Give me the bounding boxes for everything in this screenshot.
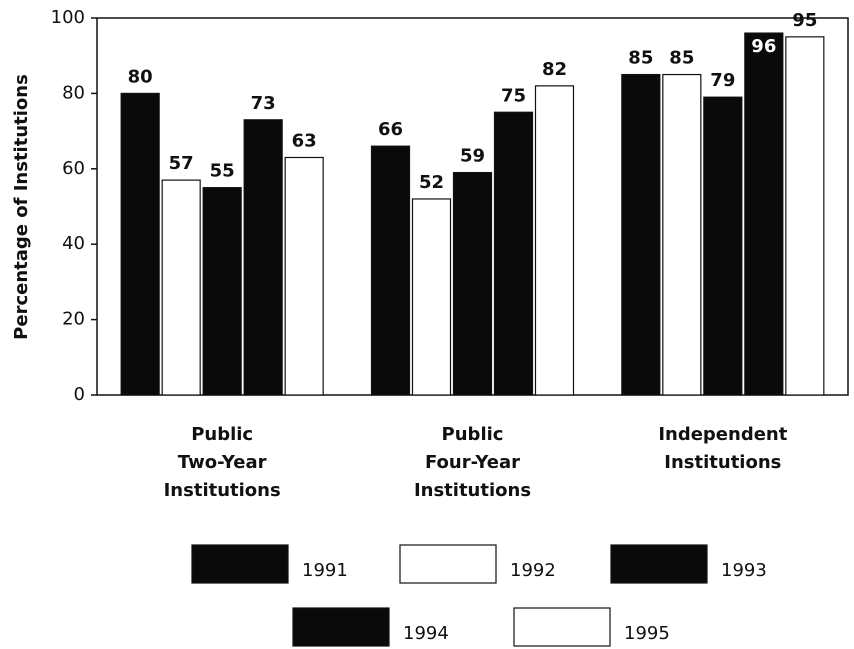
data-label: 85 — [628, 48, 653, 69]
data-label: 80 — [128, 66, 153, 87]
y-tick-label: 40 — [62, 233, 85, 254]
data-label: 96 — [751, 36, 776, 57]
legend-label: 1991 — [302, 560, 348, 581]
bar — [370, 145, 411, 396]
bar — [493, 111, 534, 396]
bar — [243, 119, 283, 396]
data-label: 55 — [210, 161, 235, 182]
legend-swatch — [292, 607, 390, 647]
x-tick-line: Institutions — [414, 480, 531, 501]
data-label: 57 — [169, 153, 194, 174]
data-label: 82 — [542, 59, 567, 80]
bar — [621, 73, 661, 396]
bar — [662, 73, 702, 396]
legend-label: 1992 — [510, 560, 556, 581]
bar — [452, 171, 493, 396]
data-label: 85 — [669, 48, 694, 69]
data-label: 79 — [710, 70, 735, 91]
x-tick-line: Institutions — [664, 452, 781, 473]
x-tick-line: Four-Year — [425, 452, 520, 473]
legend-label: 1995 — [624, 623, 670, 644]
bar — [284, 156, 324, 396]
x-tick-label: Public Two-Year Institutions — [164, 424, 281, 501]
y-tick-label: 100 — [51, 7, 85, 28]
data-label: 75 — [501, 85, 526, 106]
bar — [744, 32, 784, 396]
x-tick-line: Independent — [658, 424, 787, 445]
bar — [534, 85, 575, 396]
y-tick-label: 60 — [62, 158, 85, 179]
data-label: 66 — [378, 119, 403, 140]
data-label: 59 — [460, 146, 485, 167]
bar — [785, 36, 825, 396]
legend-swatch — [399, 544, 497, 584]
legend-swatch — [610, 544, 708, 584]
legend-swatch — [513, 607, 611, 647]
y-axis-label: Percentage of Institutions — [11, 74, 32, 340]
x-tick-line: Public — [191, 424, 253, 445]
legend-label: 1993 — [721, 560, 767, 581]
bar — [703, 96, 743, 396]
legend-swatch — [191, 544, 289, 584]
bar — [161, 179, 201, 396]
data-label: 73 — [251, 93, 276, 114]
bar — [120, 92, 160, 396]
x-tick-line: Two-Year — [178, 452, 267, 473]
bar — [411, 198, 452, 396]
x-tick-line: Institutions — [164, 480, 281, 501]
data-label: 63 — [292, 130, 317, 151]
x-tick-line: Public — [442, 424, 504, 445]
y-tick-label: 20 — [62, 309, 85, 330]
bar — [202, 187, 242, 396]
x-tick-label: Public Four-Year Institutions — [414, 424, 531, 501]
y-tick-label: 80 — [62, 82, 85, 103]
data-label: 95 — [792, 10, 817, 31]
x-tick-label: Independent Institutions — [658, 424, 787, 473]
y-tick-label: 0 — [74, 384, 85, 405]
data-label: 52 — [419, 172, 444, 193]
legend-label: 1994 — [403, 623, 449, 644]
